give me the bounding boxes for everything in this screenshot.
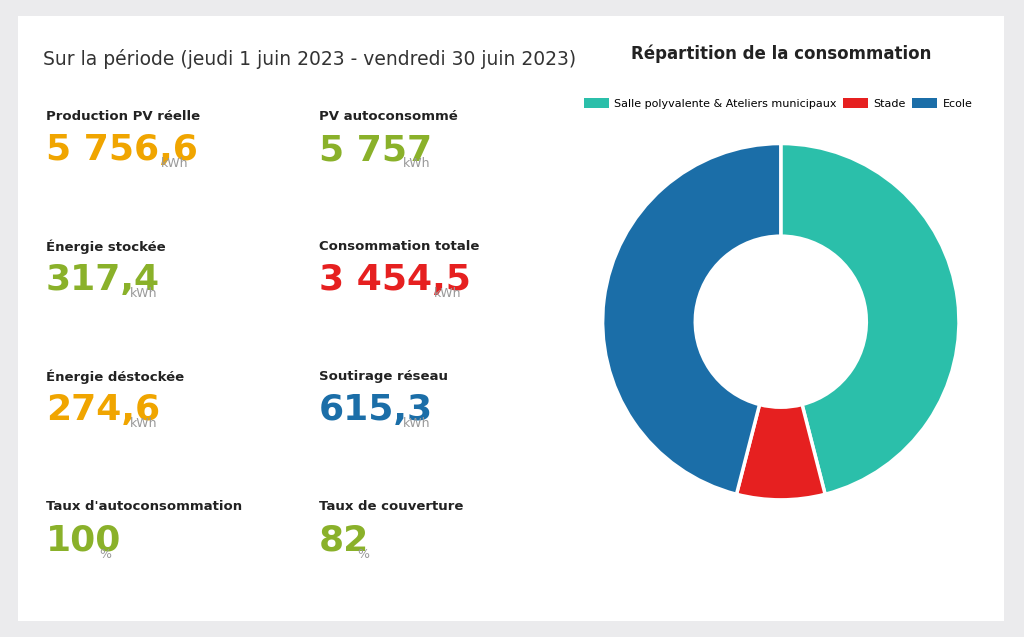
Text: Énergie déstockée: Énergie déstockée (46, 370, 184, 385)
Legend: Salle polyvalente & Ateliers municipaux, Stade, Ecole: Salle polyvalente & Ateliers municipaux,… (580, 94, 977, 113)
Text: Production PV réelle: Production PV réelle (46, 110, 200, 123)
Text: Énergie stockée: Énergie stockée (46, 240, 166, 254)
Text: 82: 82 (318, 524, 369, 557)
Text: %: % (99, 548, 112, 561)
Text: %: % (357, 548, 370, 561)
Text: 5 757: 5 757 (318, 133, 432, 167)
FancyBboxPatch shape (12, 12, 1010, 625)
Text: Soutirage réseau: Soutirage réseau (318, 370, 447, 383)
Text: 615,3: 615,3 (318, 394, 433, 427)
Text: 317,4: 317,4 (46, 263, 160, 297)
Text: kWh: kWh (161, 157, 188, 170)
Wedge shape (780, 143, 958, 494)
Text: Taux d'autoconsommation: Taux d'autoconsommation (46, 500, 242, 513)
Text: 5 756,6: 5 756,6 (46, 133, 198, 167)
Wedge shape (603, 143, 781, 494)
Text: kWh: kWh (130, 417, 158, 431)
Text: 3 454,5: 3 454,5 (318, 263, 471, 297)
Text: kWh: kWh (403, 417, 431, 431)
Text: Sur la période (jeudi 1 juin 2023 - vendredi 30 juin 2023): Sur la période (jeudi 1 juin 2023 - vend… (43, 49, 577, 69)
Text: Consommation totale: Consommation totale (318, 240, 479, 253)
Text: 274,6: 274,6 (46, 394, 160, 427)
Wedge shape (736, 404, 825, 500)
Text: Taux de couverture: Taux de couverture (318, 500, 463, 513)
Text: kWh: kWh (433, 287, 461, 300)
Text: 100: 100 (46, 524, 122, 557)
Text: PV autoconsommé: PV autoconsommé (318, 110, 458, 123)
Text: kWh: kWh (403, 157, 431, 170)
Text: Répartition de la consommation: Répartition de la consommation (631, 45, 931, 64)
Text: kWh: kWh (130, 287, 158, 300)
